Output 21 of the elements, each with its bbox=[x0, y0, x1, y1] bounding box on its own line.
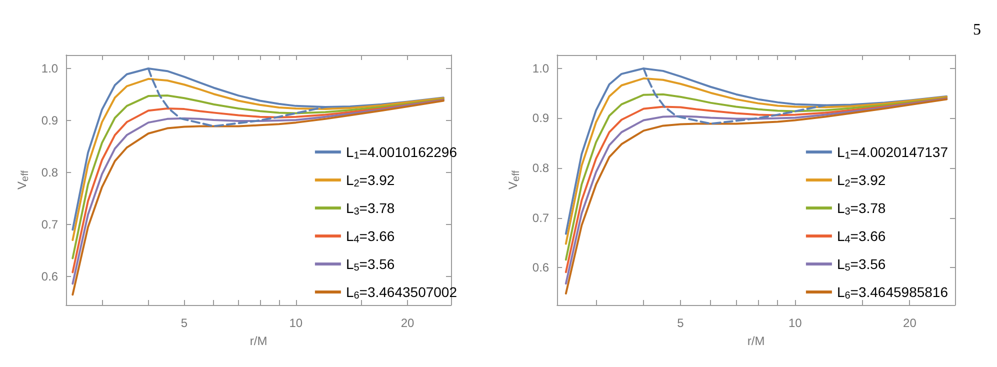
x-tick-label: 20 bbox=[903, 316, 917, 330]
x-axis-title: r/M bbox=[747, 334, 765, 348]
y-tick-label: 0.7 bbox=[41, 217, 58, 232]
x-axis-title: r/M bbox=[250, 334, 268, 348]
x-tick-label: 5 bbox=[677, 316, 684, 330]
y-tick-label: 0.9 bbox=[532, 111, 550, 126]
x-tick-label: 10 bbox=[289, 316, 303, 330]
y-tick-label: 0.8 bbox=[532, 161, 550, 176]
y-tick-label: 1.0 bbox=[532, 61, 550, 76]
x-tick-label: 20 bbox=[400, 316, 415, 330]
y-tick-label: 1.0 bbox=[41, 62, 58, 76]
x-tick-label: 10 bbox=[788, 316, 802, 330]
y-tick-label: 0.7 bbox=[532, 210, 550, 225]
text: 5 bbox=[973, 22, 981, 38]
y-axis-title: Veff bbox=[506, 170, 522, 190]
y-tick-label: 0.6 bbox=[532, 260, 550, 275]
y-tick-label: 0.8 bbox=[41, 165, 58, 180]
x-tick-label: 5 bbox=[180, 316, 188, 330]
y-tick-label: 0.9 bbox=[41, 113, 58, 128]
y-tick-label: 0.6 bbox=[41, 269, 58, 284]
y-axis-title: Veff bbox=[15, 170, 31, 190]
